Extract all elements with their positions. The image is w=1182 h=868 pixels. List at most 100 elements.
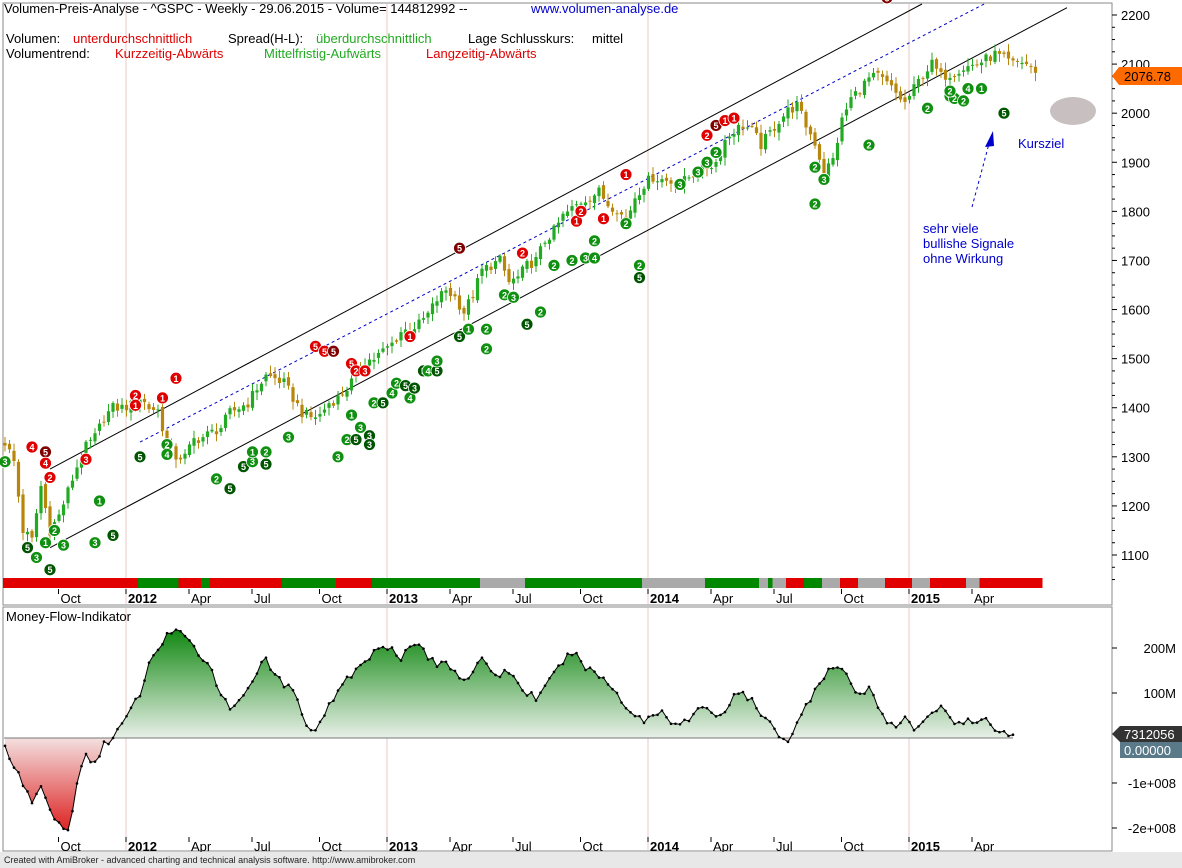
signal-label: 2 xyxy=(484,325,489,335)
money-flow-point xyxy=(674,722,677,726)
candle-body xyxy=(633,198,637,213)
money-flow-point xyxy=(885,721,889,725)
money-flow-point xyxy=(579,660,583,663)
candle-body xyxy=(439,291,444,303)
candle-body xyxy=(921,78,925,80)
money-flow-point xyxy=(201,659,205,663)
signal-circle xyxy=(997,106,1011,120)
money-flow-point xyxy=(1002,729,1006,733)
signal-label: 1 xyxy=(407,332,412,342)
money-flow-point xyxy=(426,658,430,661)
candle-body xyxy=(106,411,111,422)
signal-circle xyxy=(39,456,52,470)
candle-body xyxy=(745,127,750,129)
indicator-x-axis: Oct 2012 Apr Jul Oct 2013 Apr Jul Oct 2014 Apr Jul O… xyxy=(58,837,995,854)
price-x-label: 2013 xyxy=(389,591,418,606)
money-flow-point xyxy=(557,664,560,667)
money-flow-point xyxy=(444,660,448,664)
signal-marker: 5 xyxy=(43,563,57,577)
signal-label: 5 xyxy=(43,447,48,457)
trend-label: Volumentrend: xyxy=(6,46,90,61)
candle-body xyxy=(205,431,210,437)
candle-body xyxy=(426,312,430,318)
signal-label: 3 xyxy=(83,455,88,465)
signal-label: 5 xyxy=(241,462,246,472)
signal-marker: 2 xyxy=(516,246,529,260)
indicator-x-label: Jul xyxy=(776,839,793,854)
signal-marker: 2 xyxy=(480,322,493,336)
signal-label: 2 xyxy=(484,344,489,354)
candle-body xyxy=(331,403,336,406)
candle-body xyxy=(786,107,790,119)
money-flow-point xyxy=(246,686,250,690)
trend-bar-segment xyxy=(210,578,282,588)
signal-marker: 3 xyxy=(358,364,372,378)
candle-body xyxy=(570,206,574,211)
money-flow-point xyxy=(611,687,614,691)
candle-body xyxy=(930,59,934,72)
candle-body xyxy=(75,467,79,479)
money-flow-point xyxy=(629,711,632,714)
money-flow-point xyxy=(953,722,956,726)
money-flow-point xyxy=(597,676,601,679)
money-flow-point xyxy=(921,720,925,723)
candle-body xyxy=(489,266,493,271)
close-value: mittel xyxy=(592,31,624,46)
money-flow-point xyxy=(692,712,695,716)
money-flow-point xyxy=(881,712,884,716)
signal-marker: 4 xyxy=(25,440,39,454)
signal-marker: 3 xyxy=(88,536,102,550)
candle-body xyxy=(943,69,948,80)
money-flow-point xyxy=(854,691,857,694)
candle-body xyxy=(1006,51,1011,59)
signal-label: 2 xyxy=(812,163,817,173)
money-flow-point xyxy=(701,706,704,709)
candle-body xyxy=(925,71,930,79)
signal-label: 5 xyxy=(1001,109,1006,119)
signal-marker: 2 xyxy=(259,445,273,459)
price-x-label: 2015 xyxy=(911,591,940,606)
signal-marker: 5 xyxy=(133,450,147,464)
candle-body xyxy=(912,84,916,96)
price-x-label: Jul xyxy=(776,591,793,606)
candle-body xyxy=(579,203,583,205)
signal-circle xyxy=(133,450,147,464)
candle-body xyxy=(250,391,255,408)
signal-marker: 1 xyxy=(975,82,988,96)
money-flow-point xyxy=(413,643,416,647)
money-flow-positive-area xyxy=(5,629,1013,738)
candle-body xyxy=(25,531,30,535)
candle-body xyxy=(390,342,394,347)
money-flow-point xyxy=(89,760,92,764)
candle-body xyxy=(93,433,97,442)
candle-body xyxy=(718,155,723,162)
money-flow-point xyxy=(467,677,470,680)
signal-marker: 3 xyxy=(331,450,345,464)
money-flow-point xyxy=(723,710,727,714)
signal-marker: 2 xyxy=(619,217,633,231)
price-tick-label: 1900 xyxy=(1121,155,1150,170)
candle-body xyxy=(475,278,480,301)
money-flow-point xyxy=(800,713,803,716)
signal-circle xyxy=(862,138,876,152)
trend-bar-segment xyxy=(480,578,525,588)
money-flow-point xyxy=(782,737,785,741)
money-flow-point xyxy=(129,706,133,710)
candle-body xyxy=(687,177,691,179)
signal-marker: 2 xyxy=(565,254,579,267)
candle-body xyxy=(970,64,975,66)
candle-body xyxy=(291,387,295,402)
website-link[interactable]: www.volumen-analyse.de xyxy=(531,1,679,16)
signal-circle xyxy=(0,455,12,469)
money-flow-point xyxy=(566,652,569,655)
signal-label: 5 xyxy=(313,342,318,352)
money-flow-point xyxy=(989,723,992,726)
signal-circle xyxy=(21,541,34,555)
candle-body xyxy=(966,66,970,72)
signal-label: 1 xyxy=(601,214,606,224)
trend-bar-segment xyxy=(822,578,840,588)
indicator-x-label: Oct xyxy=(844,839,865,854)
money-flow-point xyxy=(615,691,619,695)
candle-body xyxy=(669,180,673,184)
signal-marker: 1 xyxy=(39,536,52,550)
